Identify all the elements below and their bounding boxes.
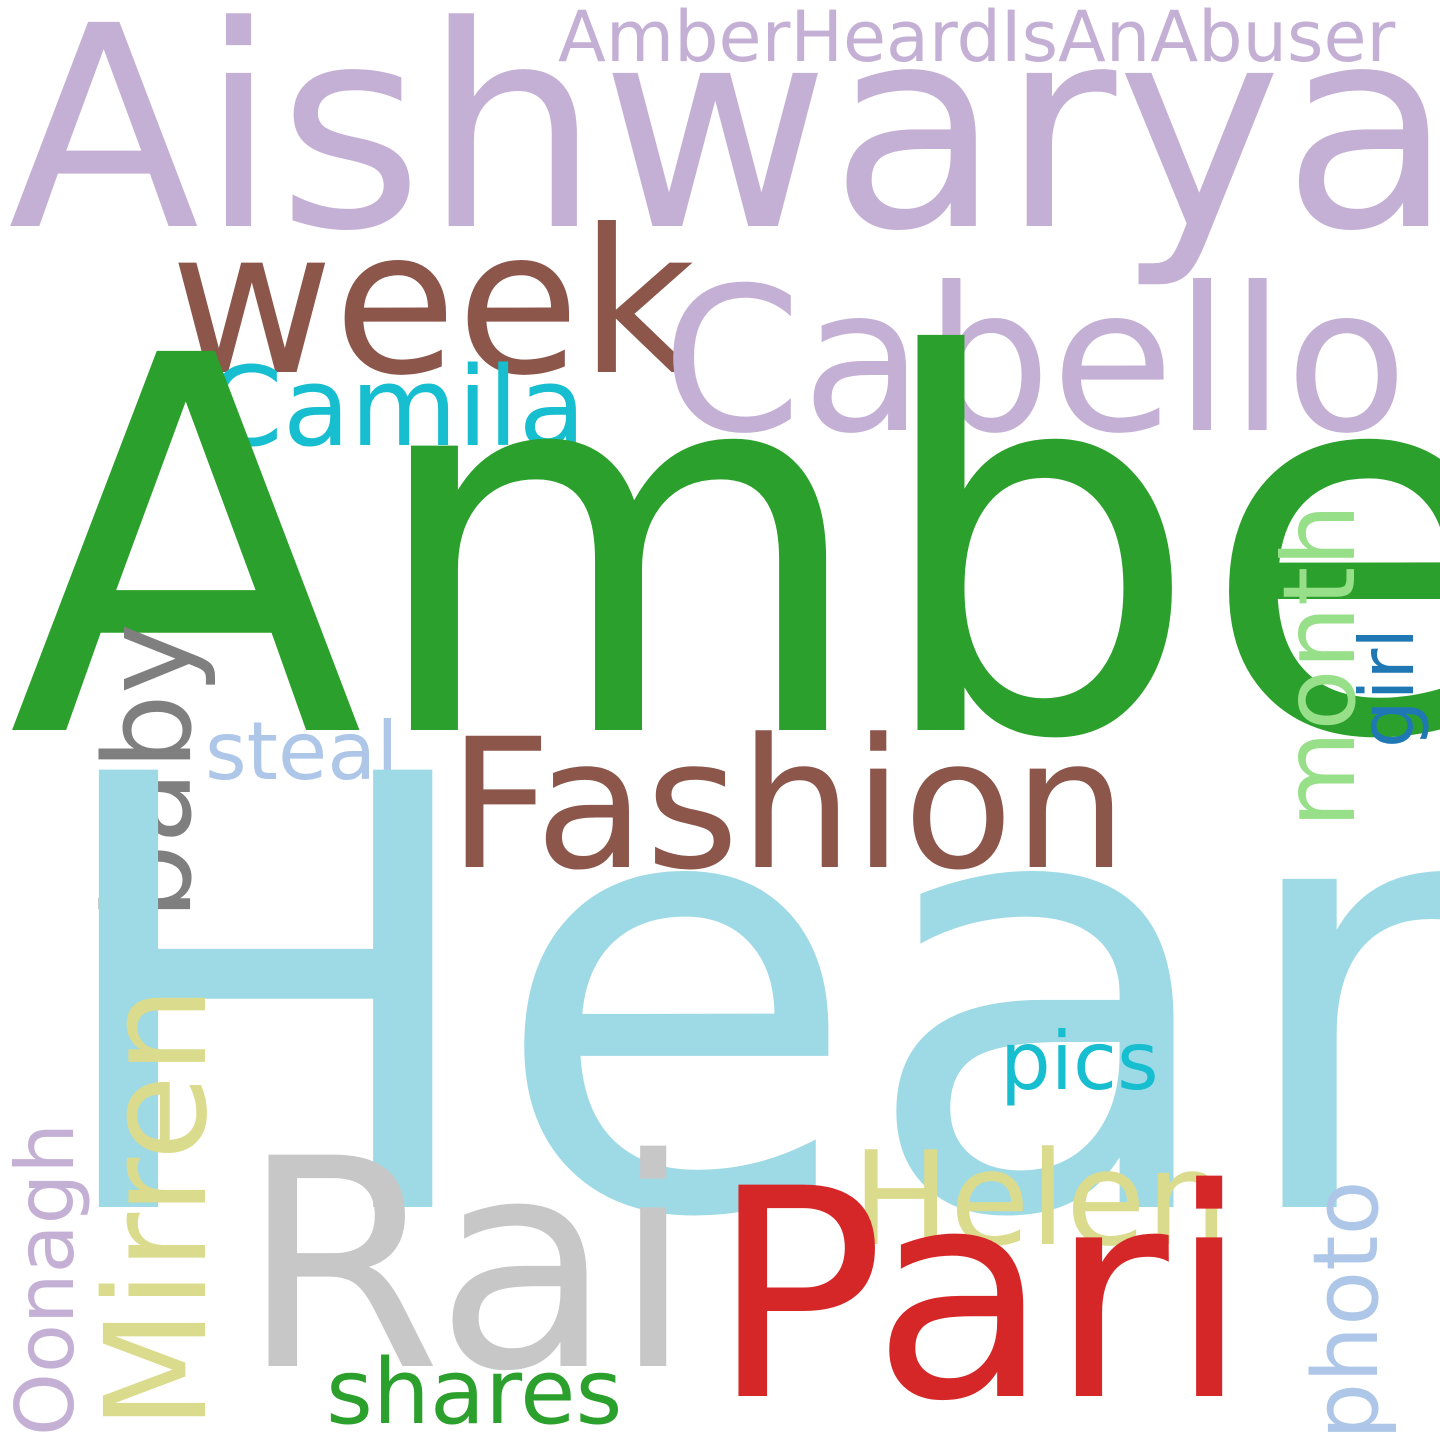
word-photo: photo xyxy=(1294,1180,1399,1440)
word-camila: Camila xyxy=(206,343,586,471)
word-pari: Pari xyxy=(710,1128,1250,1440)
word-amber: Amber xyxy=(8,247,1440,853)
word-week: week xyxy=(170,187,696,420)
word-cabello: Cabello xyxy=(662,245,1408,478)
word-mirren: Mirren xyxy=(76,985,239,1430)
word-fashion: Fashion xyxy=(448,701,1128,910)
word-steal: steal xyxy=(205,705,399,798)
word-rai: Rai xyxy=(240,1098,694,1435)
word-amberheardisanabuser: AmberHeardIsAnAbuser xyxy=(558,0,1396,78)
word-helen: Helen xyxy=(852,1123,1229,1275)
word-shares: shares xyxy=(326,1340,623,1440)
word-oonagh: Oonagh xyxy=(0,1122,92,1436)
word-heard: Heard xyxy=(40,650,1440,1349)
word-pics: pics xyxy=(1000,1015,1159,1108)
word-aishwarya: Aishwarya xyxy=(8,0,1440,293)
